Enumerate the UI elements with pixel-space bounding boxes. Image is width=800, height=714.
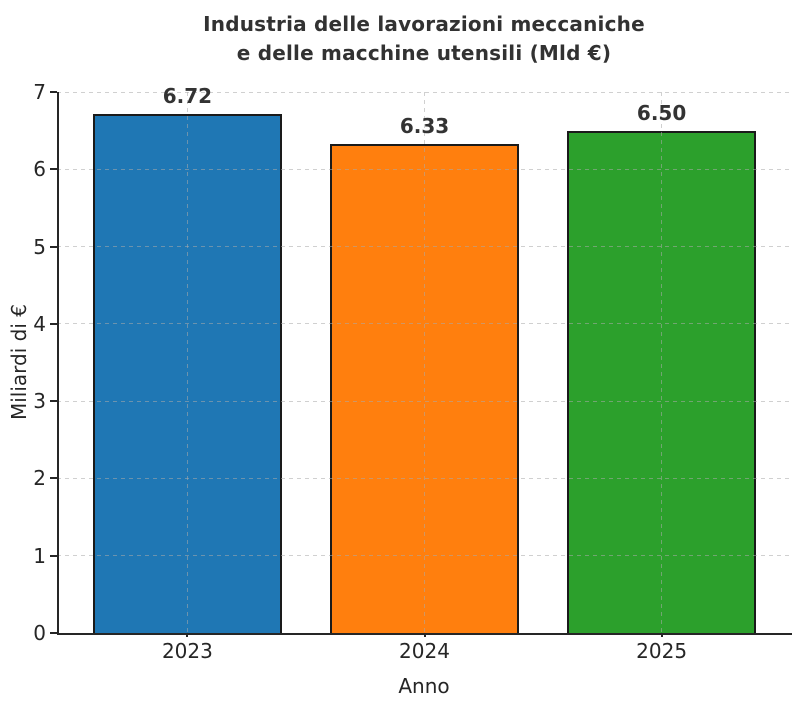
y-tick-label: 5 <box>33 234 46 259</box>
bar-value-label: 6.50 <box>636 100 687 125</box>
y-tick-label: 3 <box>33 389 46 414</box>
y-tick-label: 7 <box>33 80 46 104</box>
y-tick-mark <box>50 91 57 93</box>
y-tick-mark <box>50 245 57 248</box>
y-tick-label: 1 <box>33 543 46 568</box>
y-tick-mark <box>50 477 57 480</box>
chart-title-line-1: Industria delle lavorazioni meccaniche <box>203 12 645 36</box>
x-tick-mark <box>660 633 663 637</box>
v-gridline <box>424 92 425 633</box>
v-gridline <box>186 92 188 633</box>
x-tick-label: 2024 <box>399 639 450 663</box>
v-gridline <box>661 92 663 633</box>
x-axis-label: Anno <box>398 674 450 698</box>
y-tick-label: 6 <box>33 157 46 182</box>
y-tick-label: 4 <box>33 311 46 336</box>
y-tick-label: 0 <box>33 621 46 645</box>
y-tick-mark <box>50 400 57 403</box>
y-tick-mark <box>50 554 57 557</box>
y-axis-label: Miliardi di € <box>7 304 31 420</box>
y-tick-mark <box>50 168 57 171</box>
x-tick-mark <box>186 633 189 637</box>
bar-value-label: 6.33 <box>399 113 450 138</box>
chart-title: Industria delle lavorazioni meccaniche e… <box>74 10 774 68</box>
x-tick-mark <box>423 633 426 637</box>
bar-value-label: 6.72 <box>162 83 213 108</box>
x-tick-label: 2025 <box>636 639 688 663</box>
y-tick-mark <box>50 632 57 634</box>
left-spine <box>57 92 59 635</box>
y-tick-mark <box>50 322 57 325</box>
y-tick-label: 2 <box>33 466 46 491</box>
x-tick-label: 2023 <box>161 639 213 663</box>
chart-title-line-2: e delle macchine utensili (Mld €) <box>236 41 612 65</box>
